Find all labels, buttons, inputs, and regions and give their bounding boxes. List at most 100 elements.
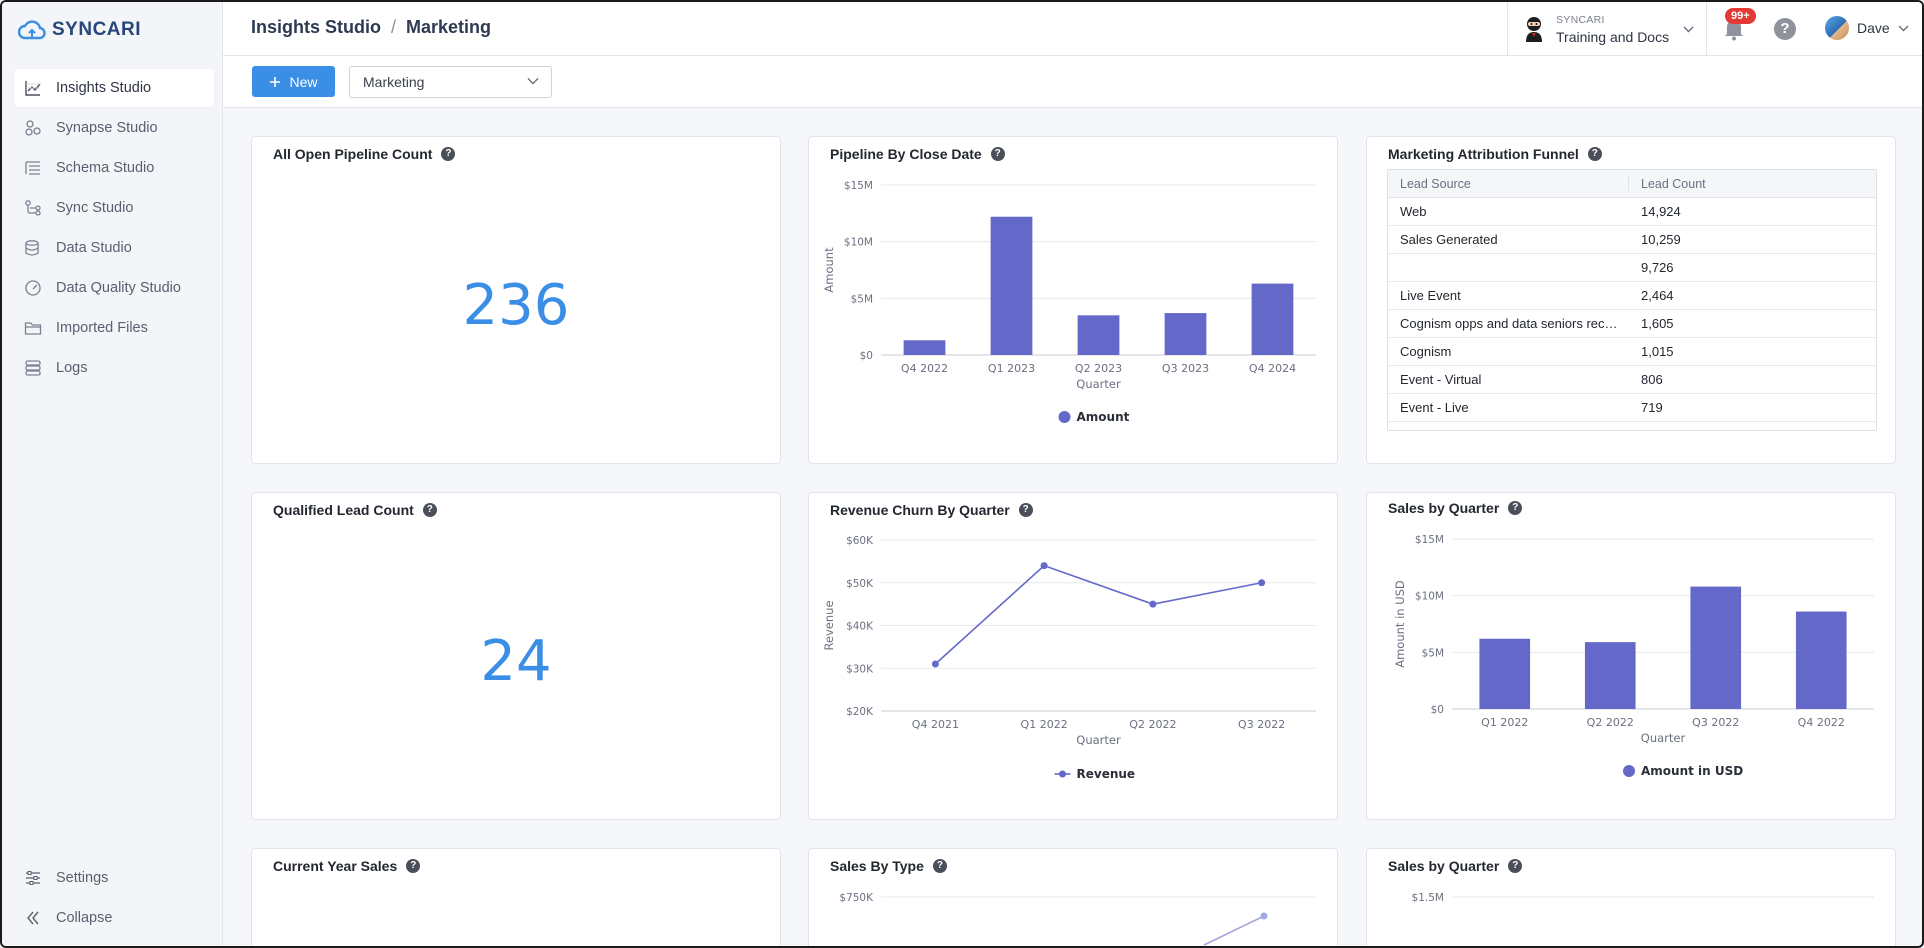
card-title-text: All Open Pipeline Count <box>273 146 433 162</box>
column-header-lead-count[interactable]: Lead Count <box>1641 177 1706 191</box>
schema-icon <box>25 161 40 175</box>
y-tick-label: $10M <box>844 237 873 249</box>
help-icon[interactable]: ? <box>1508 501 1523 515</box>
cell-lead-count: 14,924 <box>1641 204 1681 219</box>
cell-lead-count: 1,605 <box>1641 316 1674 331</box>
sliders-icon <box>26 871 40 885</box>
series-line <box>1203 915 1265 946</box>
table-row[interactable]: Live Event 2,464 <box>1388 282 1876 310</box>
y-tick-label: $50K <box>846 578 874 590</box>
org-label: SYNCARI <box>1556 13 1605 26</box>
card-open-pipeline: All Open Pipeline Count ? 236 <box>251 136 781 464</box>
bar <box>1251 283 1294 355</box>
help-icon[interactable]: ? <box>1774 18 1796 40</box>
bar <box>1584 642 1636 709</box>
card-title-text: Revenue Churn By Quarter <box>830 502 1010 518</box>
cell-lead-count: 719 <box>1641 400 1663 415</box>
sidebar-bottom: Settings Collapse <box>14 859 214 939</box>
y-tick-label: $40K <box>846 621 874 633</box>
y-tick-label: $15M <box>844 180 873 192</box>
card-revenue-churn: Revenue Churn By Quarter ? $20K $30K $40K $… <box>808 492 1338 820</box>
card-title: Sales By Type ? <box>830 858 947 874</box>
gauge-icon <box>25 280 41 296</box>
table-body: Web 14,924 Sales Generated 10,259 9,726 Live … <box>1388 198 1876 422</box>
help-icon[interactable]: ? <box>1587 147 1602 161</box>
table-row[interactable]: Cognism 1,015 <box>1388 338 1876 366</box>
card-sales-by-type: Sales By Type ? $750K <box>808 848 1338 946</box>
metric-value: 236 <box>462 273 570 338</box>
x-tick-label: Q4 2022 <box>1798 716 1845 729</box>
x-tick-label: Q4 2022 <box>901 362 948 375</box>
x-tick-label: Q3 2022 <box>1238 718 1285 731</box>
y-tick-label: $30K <box>846 663 874 675</box>
cell-lead-source <box>1388 254 1629 281</box>
sidebar-item-label: Sync Studio <box>56 200 134 216</box>
bar <box>1164 313 1207 355</box>
y-axis-label: Revenue <box>822 600 836 650</box>
help-icon[interactable]: ? <box>422 503 437 517</box>
sidebar-item-schema-studio[interactable]: Schema Studio <box>14 149 214 187</box>
table-row[interactable]: 9,726 <box>1388 254 1876 282</box>
sidebar-item-settings[interactable]: Settings <box>14 859 214 897</box>
logo[interactable]: SYNCARI <box>18 16 141 44</box>
legend-marker <box>1623 765 1635 777</box>
metric-value: 24 <box>480 629 552 694</box>
help-icon[interactable]: ? <box>406 859 421 873</box>
sidebar-item-imported-files[interactable]: Imported Files <box>14 309 214 347</box>
sidebar-item-data-quality-studio[interactable]: Data Quality Studio <box>14 269 214 307</box>
table-row[interactable]: Event - Live 719 <box>1388 394 1876 422</box>
sidebar-item-logs[interactable]: Logs <box>14 349 214 387</box>
cell-lead-source: Live Event <box>1400 288 1461 303</box>
card-title: Marketing Attribution Funnel ? <box>1388 146 1602 162</box>
y-axis-label: Amount <box>822 247 836 293</box>
org-switcher[interactable]: SYNCARI Training and Docs <box>1507 2 1707 56</box>
y-tick-label: $0 <box>1431 704 1444 716</box>
help-icon[interactable]: ? <box>932 859 947 873</box>
chevron-down-icon <box>527 78 539 85</box>
dashboard-select-value: Marketing <box>363 74 425 90</box>
top-header: Insights Studio / Marketing SYNCARI Trai… <box>223 2 1922 56</box>
cell-lead-count: 10,259 <box>1641 232 1681 247</box>
cell-lead-source: Web <box>1400 204 1427 219</box>
notification-bell-icon[interactable] <box>1721 16 1747 42</box>
sidebar-item-sync-studio[interactable]: Sync Studio <box>14 189 214 227</box>
card-pipeline-by-close-date: Pipeline By Close Date ? $0 $5M $10M $15M Q4… <box>808 136 1338 464</box>
new-button[interactable]: New <box>252 66 335 97</box>
card-title: Qualified Lead Count ? <box>273 502 437 518</box>
data-point <box>1258 579 1266 587</box>
x-tick-label: Q3 2023 <box>1162 362 1209 375</box>
dashboard-toolbar: New Marketing <box>223 56 1922 108</box>
data-point <box>1260 912 1268 920</box>
dashboard-select[interactable]: Marketing <box>349 66 552 98</box>
card-title-text: Pipeline By Close Date <box>830 146 982 162</box>
ninja-avatar-icon <box>1526 17 1542 42</box>
table-row[interactable]: Event - Virtual 806 <box>1388 366 1876 394</box>
x-axis-label: Quarter <box>1076 377 1121 391</box>
bar <box>1479 638 1531 709</box>
table-row[interactable]: Web 14,924 <box>1388 198 1876 226</box>
new-button-label: New <box>289 73 318 90</box>
card-title: All Open Pipeline Count ? <box>273 146 456 162</box>
help-icon[interactable]: ? <box>1018 503 1033 517</box>
sidebar-item-synapse-studio[interactable]: Synapse Studio <box>14 109 214 147</box>
help-icon[interactable]: ? <box>1508 859 1523 873</box>
sidebar-item-label: Synapse Studio <box>56 120 158 136</box>
table-row[interactable]: Cognism opps and data seniors rece... 1,6… <box>1388 310 1876 338</box>
column-header-lead-source[interactable]: Lead Source <box>1388 176 1629 191</box>
sidebar-item-label: Logs <box>56 360 88 376</box>
sidebar-item-insights-studio[interactable]: Insights Studio <box>14 69 214 107</box>
user-menu[interactable]: Dave <box>1825 16 1909 40</box>
chevron-down-icon <box>1898 25 1909 31</box>
sidebar-item-data-studio[interactable]: Data Studio <box>14 229 214 267</box>
help-icon[interactable]: ? <box>990 147 1005 161</box>
attribution-table[interactable]: Lead Source Lead Count Web 14,924 Sales Ge… <box>1387 169 1877 431</box>
help-icon[interactable]: ? <box>441 147 456 161</box>
y-tick-label: $0 <box>860 350 873 362</box>
breadcrumb-item-insights-studio[interactable]: Insights Studio <box>251 17 381 37</box>
sidebar-item-collapse[interactable]: Collapse <box>14 899 214 937</box>
y-axis-label: Amount in USD <box>1393 580 1407 668</box>
chart-revenue-churn: $20K $30K $40K $50K $60K Q4 2021 Q1 2022 Q2 202… <box>822 535 1316 781</box>
bar <box>1690 586 1742 709</box>
table-row[interactable]: Sales Generated 10,259 <box>1388 226 1876 254</box>
y-tick-label: $5M <box>1422 647 1444 659</box>
